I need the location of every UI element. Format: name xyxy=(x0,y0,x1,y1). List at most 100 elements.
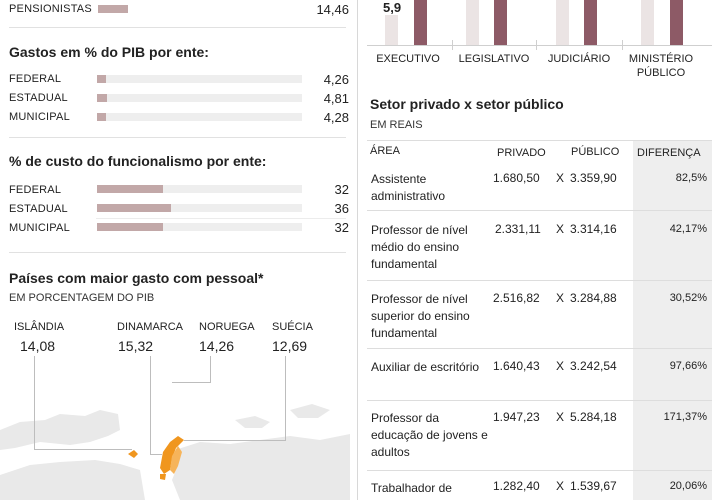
custo-row-value: 32 xyxy=(334,220,349,235)
entity-label: LEGISLATIVO xyxy=(458,53,530,65)
col-header-diferenca: DIFERENÇA xyxy=(637,147,701,159)
pensionistas-value: 14,46 xyxy=(316,2,349,17)
custo-bar xyxy=(97,185,163,193)
cell-separator: X xyxy=(556,479,565,493)
cell-area: Auxiliar de escritório xyxy=(371,360,480,374)
norway-highlight xyxy=(160,436,184,474)
custo-bar xyxy=(97,223,163,231)
greenland-landmass xyxy=(0,410,120,450)
cell-privado: 1.947,23 xyxy=(493,410,540,424)
cell-area: Assistente administrativo xyxy=(371,172,446,203)
entity-label: JUDICIÁRIO xyxy=(547,53,611,65)
pib-bar xyxy=(97,75,106,83)
denmark-highlight xyxy=(160,474,166,480)
pib-bar-track xyxy=(97,94,302,102)
entity-label: MINISTÉRIO PÚBLICO xyxy=(628,53,694,79)
custo-bar-track xyxy=(97,204,302,212)
bar-dark xyxy=(494,0,507,45)
cell-diferenca: 42,17% xyxy=(669,223,707,235)
leader-line xyxy=(184,440,286,441)
pib-row-label: FEDERAL xyxy=(9,73,62,85)
cell-diferenca: 20,06% xyxy=(669,480,707,492)
cell-diferenca: 30,52% xyxy=(669,292,707,304)
leader-line xyxy=(172,382,211,383)
cell-privado: 2.331,11 xyxy=(495,222,541,236)
custo-bar-track xyxy=(97,185,302,193)
custo-row-label: FEDERAL xyxy=(9,184,62,196)
cell-publico: 1.539,67 xyxy=(570,479,617,493)
table-rule xyxy=(367,348,712,349)
col-header-publico: PÚBLICO xyxy=(571,146,620,158)
custo-row-value: 32 xyxy=(334,182,349,197)
bar-light xyxy=(641,0,654,45)
pensionistas-bar xyxy=(98,5,128,13)
divider xyxy=(9,252,346,253)
sweden-highlight xyxy=(170,446,182,474)
leader-line xyxy=(210,356,211,382)
country-name: ISLÂNDIA xyxy=(14,321,65,333)
cell-publico: 5.284,18 xyxy=(570,410,617,424)
cell-separator: X xyxy=(556,171,565,185)
custo-section-title: % de custo do funcionalismo por ente: xyxy=(9,153,267,169)
cell-area: Professor da educação de jovens e adulto… xyxy=(371,411,488,459)
leader-line xyxy=(150,356,151,454)
cell-area: Trabalhador de xyxy=(371,481,452,495)
divider xyxy=(96,218,346,219)
landmass xyxy=(0,460,145,500)
country-value: 14,26 xyxy=(199,338,235,354)
entity-label: EXECUTIVO xyxy=(376,53,440,65)
pib-bar-track xyxy=(97,75,302,83)
divider xyxy=(9,27,346,28)
bar-light xyxy=(556,0,569,45)
country-value: 14,08 xyxy=(20,338,56,354)
cell-separator: X xyxy=(556,222,565,236)
leader-line xyxy=(34,356,35,449)
country-name: NORUEGA xyxy=(199,321,255,333)
bar-light xyxy=(385,15,398,45)
diff-column-bg xyxy=(633,140,712,500)
axis-tick xyxy=(536,40,537,50)
cell-publico: 3.284,88 xyxy=(570,291,617,305)
x-axis-baseline xyxy=(367,45,712,46)
pib-row-label: MUNICIPAL xyxy=(9,111,70,123)
cell-diferenca: 97,66% xyxy=(669,360,707,372)
table-rule xyxy=(367,280,712,281)
custo-row-label: ESTADUAL xyxy=(9,203,68,215)
table-rule xyxy=(367,210,712,211)
cell-separator: X xyxy=(556,359,565,373)
iceland-highlight xyxy=(128,450,138,458)
col-header-privado: PRIVADO xyxy=(497,147,546,159)
pib-section-title: Gastos em % do PIB por ente: xyxy=(9,44,209,60)
leader-line xyxy=(150,454,162,455)
divider xyxy=(9,137,346,138)
cell-area: Professor de nível médio do ensino funda… xyxy=(371,223,468,271)
cell-privado: 1.282,40 xyxy=(493,479,540,493)
cell-publico: 3.359,90 xyxy=(570,171,617,185)
bar-dark xyxy=(584,0,597,45)
axis-tick xyxy=(622,40,623,50)
cell-publico: 3.242,54 xyxy=(570,359,617,373)
cell-separator: X xyxy=(556,291,565,305)
pib-bar-track xyxy=(97,113,302,121)
paises-subtitle: EM PORCENTAGEM DO PIB xyxy=(9,292,155,304)
axis-tick xyxy=(452,40,453,50)
pensionistas-label: PENSIONISTAS xyxy=(9,3,92,15)
bar-light xyxy=(466,0,479,45)
col-header-area: ÁREA xyxy=(370,145,400,157)
cell-separator: X xyxy=(556,410,565,424)
country-value: 15,32 xyxy=(118,338,154,354)
custo-row-label: MUNICIPAL xyxy=(9,222,70,234)
paises-section-title: Países com maior gasto com pessoal* xyxy=(9,270,264,286)
leader-line xyxy=(285,356,286,440)
country-value: 12,69 xyxy=(272,338,308,354)
bar-dark xyxy=(414,0,427,45)
custo-bar xyxy=(97,204,171,212)
setor-subtitle: EM REAIS xyxy=(370,119,423,131)
pib-row-label: ESTADUAL xyxy=(9,92,68,104)
cell-diferenca: 82,5% xyxy=(675,172,707,184)
bar-dark xyxy=(670,0,683,45)
country-name: SUÉCIA xyxy=(272,321,313,333)
cell-publico: 3.314,16 xyxy=(570,222,617,236)
cell-privado: 2.516,82 xyxy=(493,291,540,305)
pib-row-value: 4,28 xyxy=(323,110,349,125)
